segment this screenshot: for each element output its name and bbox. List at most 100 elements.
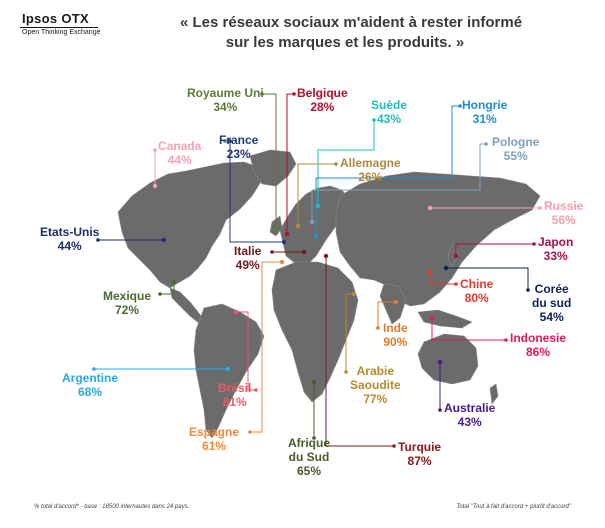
country-value: 81% [222,395,247,409]
label-coree-du-sud: Corée du sud 54% [532,282,571,324]
leader-line-turquie [325,256,394,447]
label-chine: Chine 80% [460,277,493,305]
country-name: Hongrie [462,98,508,112]
leader-anchor-etats-unis [96,238,100,242]
page-title-line-1: « Les réseaux sociaux m'aident à rester … [180,14,523,31]
country-value: 80% [464,291,489,305]
country-value: 49% [235,258,260,272]
leader-anchor-indonesie [504,338,508,342]
australia-landmass [417,333,479,385]
leader-anchor-bresil [254,388,258,392]
leader-dot-chine [427,269,433,275]
country-value: 44% [57,239,82,253]
leader-anchor-coree-du-sud [526,288,530,292]
country-value: 28% [310,100,335,114]
country-value: 56% [551,213,576,227]
leader-anchor-mexique [158,292,162,296]
label-suede: Suède 43% [371,98,407,126]
leader-dot-argentine [225,366,231,372]
indonesia-landmass [417,309,473,329]
leader-dot-indonesie [429,315,435,321]
leader-dot-pologne [309,219,315,225]
africa-landmass [271,261,359,403]
label-canada: Canada 44% [158,139,201,167]
footnote-total: Total "Tout à fait d'accord + plutôt d'a… [456,504,571,510]
label-etats-unis: Etats-Unis 44% [40,225,99,253]
country-name: Japon [538,235,574,249]
leader-dot-inde [393,299,399,305]
leader-dot-etats-unis [161,237,167,243]
country-value: 54% [539,310,564,324]
country-name: Allemagne [340,156,401,170]
leader-dot-espagne [279,259,285,265]
page-title: « Les réseaux sociaux m'aident à rester … [180,13,523,53]
leader-line-hongrie [315,105,460,236]
country-value: 34% [213,100,238,114]
leader-dot-belgique [284,231,290,237]
leader-dot-canada [152,183,158,189]
country-value: 55% [503,149,528,163]
label-allemagne: Allemagne 26% [340,156,401,184]
country-value: 26% [358,170,383,184]
country-value: 43% [457,415,482,429]
label-afrique-du-sud: Afrique du Sud 65% [288,436,330,478]
leader-anchor-afrique-du-sud [312,436,316,440]
greenland-landmass [249,149,297,187]
country-value: 33% [543,249,568,263]
leader-line-chine [429,272,456,285]
leader-line-espagne [250,261,282,433]
leader-anchor-hongrie [458,104,462,108]
leader-dot-hongrie [313,233,319,239]
label-royaume-uni: Royaume Uni 34% [187,86,264,114]
leader-dot-russie [427,205,433,211]
leader-line-bresil [236,311,256,391]
leader-line-japon [455,243,534,256]
leader-line-pologne [311,143,486,222]
country-value: 43% [376,112,402,126]
label-turquie: Turquie 87% [398,440,441,468]
leader-dot-afrique-du-sud [311,379,317,385]
leader-anchor-australie [438,408,442,412]
leader-anchor-arabie-saoudite [344,370,348,374]
label-russie: Russie 56% [544,199,583,227]
country-name: Mexique [103,289,152,303]
leader-dots [92,92,542,448]
leader-anchor-japon [532,242,536,246]
country-name-line-1: Arabie [356,364,395,378]
leader-anchor-italie [270,250,274,254]
brand-tagline: Open Thinking Exchange [22,29,101,36]
country-name: Inde [383,321,408,335]
country-name: Suède [371,98,408,112]
leader-anchor-pologne [484,142,488,146]
leader-anchor-france [228,139,232,143]
leader-anchor-turquie [392,444,396,448]
label-inde: Inde 90% [383,321,408,349]
country-name: Argentine [62,371,119,385]
leader-anchor-russie [538,206,542,210]
footnote-base: % total d'accord* - base : 18500 interna… [34,504,190,510]
label-hongrie: Hongrie 31% [462,98,507,126]
country-name-line-2: Saoudite [350,378,401,392]
country-name: Espagne [189,425,240,439]
leader-line-mexique [160,282,175,295]
leader-anchor-espagne [248,430,252,434]
country-name: Royaume Uni [187,86,264,100]
label-japon: Japon 33% [538,235,573,263]
leader-dot-mexique [171,279,177,285]
label-australie: Australie 43% [444,401,495,429]
leader-line-royaume-uni [262,93,277,228]
leader-anchor-suede [372,118,376,122]
country-name: Russie [544,199,584,213]
country-value: 65% [296,464,322,478]
leader-dot-japon [453,253,459,259]
country-value: 87% [407,454,432,468]
country-name-line-1: Corée [534,282,569,296]
country-value: 68% [77,385,103,399]
leader-anchor-royaume-uni [260,92,264,96]
label-italie: Italie 49% [234,244,261,272]
asia-landmass [335,171,541,307]
leader-dot-allemagne [295,223,301,229]
leader-dot-france [281,239,287,245]
country-value: 77% [363,392,388,406]
